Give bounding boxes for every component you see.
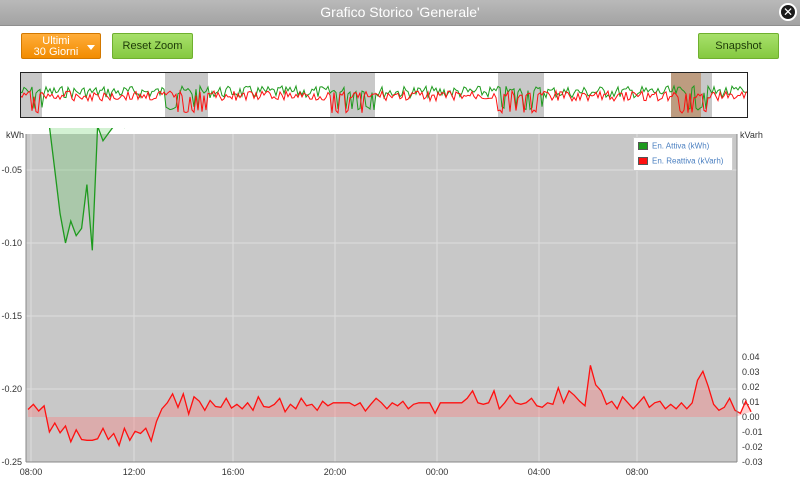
x-tick-label: 04:00 bbox=[528, 467, 551, 477]
y-left-tick-label: -0.20 bbox=[1, 384, 22, 394]
series-line-reattiva bbox=[27, 365, 752, 448]
close-icon[interactable]: ✕ bbox=[779, 3, 797, 21]
period-label-line1: Ultimi bbox=[42, 35, 70, 47]
y-right-tick-label: 0.02 bbox=[742, 382, 760, 392]
snapshot-button[interactable]: Snapshot bbox=[698, 33, 779, 59]
x-tick-label: 12:00 bbox=[123, 467, 146, 477]
y-right-tick-label: 0.00 bbox=[742, 412, 760, 422]
navigator-series-reattiva bbox=[20, 89, 748, 115]
y-left-tick-label: -0.15 bbox=[1, 311, 22, 321]
y-right-tick-label: -0.02 bbox=[742, 442, 763, 452]
legend-label-attiva: En. Attiva (kWh) bbox=[652, 141, 710, 151]
navigator-night-band bbox=[165, 72, 208, 118]
legend-item-attiva[interactable]: En. Attiva (kWh) bbox=[638, 141, 709, 155]
series-area-reattiva bbox=[28, 365, 752, 446]
y-right-tick-label: 0.01 bbox=[742, 397, 760, 407]
y-right-tick-label: -0.01 bbox=[742, 427, 763, 437]
reset-zoom-button[interactable]: Reset Zoom bbox=[112, 33, 193, 59]
period-label-line2: 30 Giorni bbox=[33, 46, 79, 58]
legend-item-reattiva[interactable]: En. Reattiva (kVarh) bbox=[638, 156, 723, 170]
legend-swatch-reattiva bbox=[638, 156, 648, 165]
y-right-tick-label: 0.03 bbox=[742, 367, 760, 377]
navigator-overview-chart[interactable] bbox=[20, 72, 748, 118]
x-tick-label: 20:00 bbox=[324, 467, 347, 477]
history-chart[interactable]: 08:0012:0016:0020:0000:0004:0008:000.150… bbox=[0, 128, 800, 497]
y-left-axis-title: kWh bbox=[6, 130, 24, 140]
x-tick-label: 00:00 bbox=[426, 467, 449, 477]
x-tick-label: 16:00 bbox=[222, 467, 245, 477]
y-right-axis-title: kVarh bbox=[740, 130, 763, 140]
chart-legend: En. Attiva (kWh) En. Reattiva (kVarh) bbox=[633, 137, 733, 171]
period-dropdown-button[interactable]: Ultimi 30 Giorni bbox=[21, 33, 101, 59]
legend-swatch-attiva bbox=[638, 141, 648, 150]
window-title: Grafico Storico 'Generale' bbox=[320, 4, 480, 20]
y-left-tick-label: -0.10 bbox=[1, 238, 22, 248]
legend-label-reattiva: En. Reattiva (kVarh) bbox=[652, 156, 724, 166]
x-tick-label: 08:00 bbox=[626, 467, 649, 477]
dropdown-caret-icon bbox=[87, 45, 95, 50]
y-left-tick-label: -0.25 bbox=[1, 457, 22, 467]
series-area-attiva bbox=[49, 128, 113, 251]
title-bar: Grafico Storico 'Generale' ✕ bbox=[0, 0, 800, 26]
x-tick-label: 08:00 bbox=[20, 467, 43, 477]
y-right-tick-label: -0.03 bbox=[742, 457, 763, 467]
navigator-border bbox=[20, 72, 748, 118]
y-left-tick-label: -0.05 bbox=[1, 165, 22, 175]
y-right-tick-label: 0.04 bbox=[742, 352, 760, 362]
navigator-night-band bbox=[20, 72, 42, 118]
